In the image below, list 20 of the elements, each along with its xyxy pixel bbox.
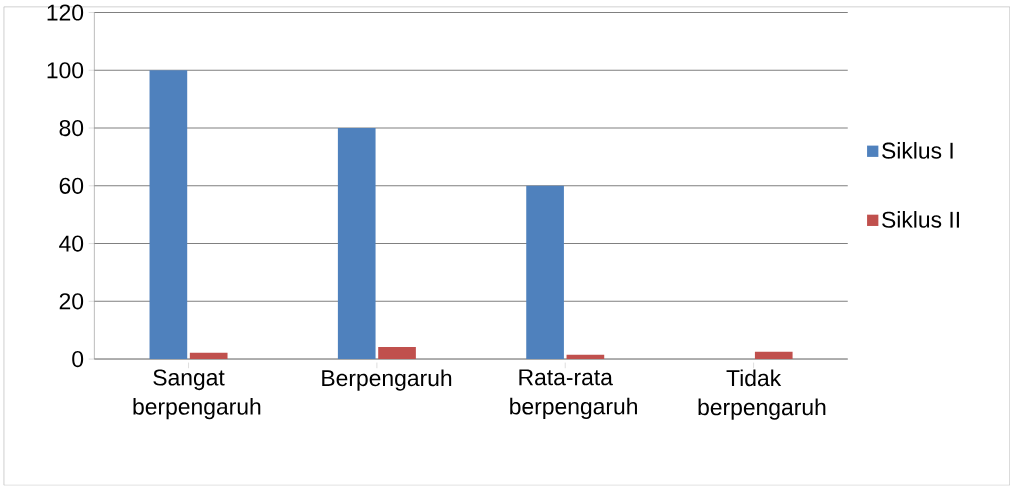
y-tick-label: 80 — [59, 120, 84, 137]
y-tick-label: 100 — [47, 62, 84, 79]
x-tick-label: Berpengaruh — [322, 369, 452, 391]
y-tick-label: 40 — [59, 235, 84, 252]
bar — [149, 70, 188, 360]
bar — [526, 186, 564, 360]
legend-label: Siklus II — [882, 211, 959, 229]
bar — [378, 347, 416, 360]
y-tick-label: 60 — [59, 177, 84, 195]
y-tick-label: 120 — [47, 4, 84, 21]
y-tick-label: 0 — [72, 351, 84, 368]
bar — [189, 352, 228, 360]
y-tick-label: 20 — [59, 293, 84, 310]
x-tick-label: Rata-rata berpengaruh — [510, 369, 637, 420]
bar — [754, 352, 793, 360]
x-tick-label: Sangat berpengaruh — [133, 369, 261, 420]
bar — [337, 128, 376, 360]
x-tick-label: Tidak berpengaruh — [698, 369, 826, 421]
bar — [566, 354, 605, 360]
legend-label: Siklus I — [882, 142, 953, 160]
